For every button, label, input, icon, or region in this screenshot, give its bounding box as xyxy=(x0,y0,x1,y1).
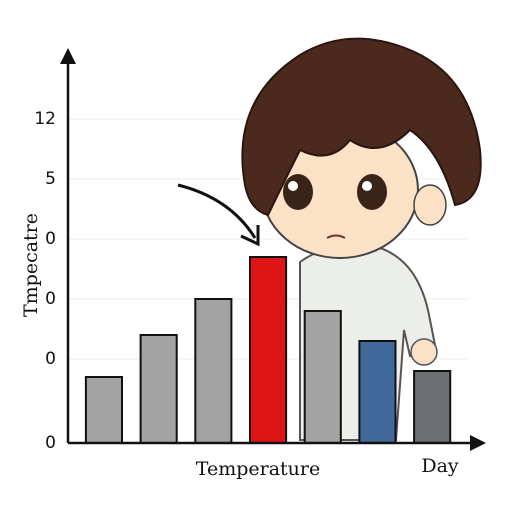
x-axis-title: Temperature xyxy=(196,458,320,480)
bar xyxy=(413,370,452,444)
y-tick-label: 12 xyxy=(34,109,56,129)
bar xyxy=(303,310,342,444)
y-tick-label: 0 xyxy=(45,349,56,369)
y-tick-label: 0 xyxy=(45,229,56,249)
y-axis-title: Tmpecatre xyxy=(20,213,42,317)
pointer-arrow-head xyxy=(240,225,260,247)
y-axis-arrow xyxy=(60,48,76,64)
y-tick-label: 5 xyxy=(45,169,56,189)
x-axis-arrow xyxy=(470,435,486,451)
bar xyxy=(248,256,288,444)
x-axis-end-label: Day xyxy=(421,455,459,477)
bar xyxy=(194,298,233,444)
y-tick-label: 0 xyxy=(45,433,56,453)
pointer-arrow xyxy=(177,183,257,239)
bar xyxy=(139,334,178,444)
bar xyxy=(358,340,397,444)
y-tick-label: 0 xyxy=(45,289,56,309)
bar xyxy=(84,376,124,444)
